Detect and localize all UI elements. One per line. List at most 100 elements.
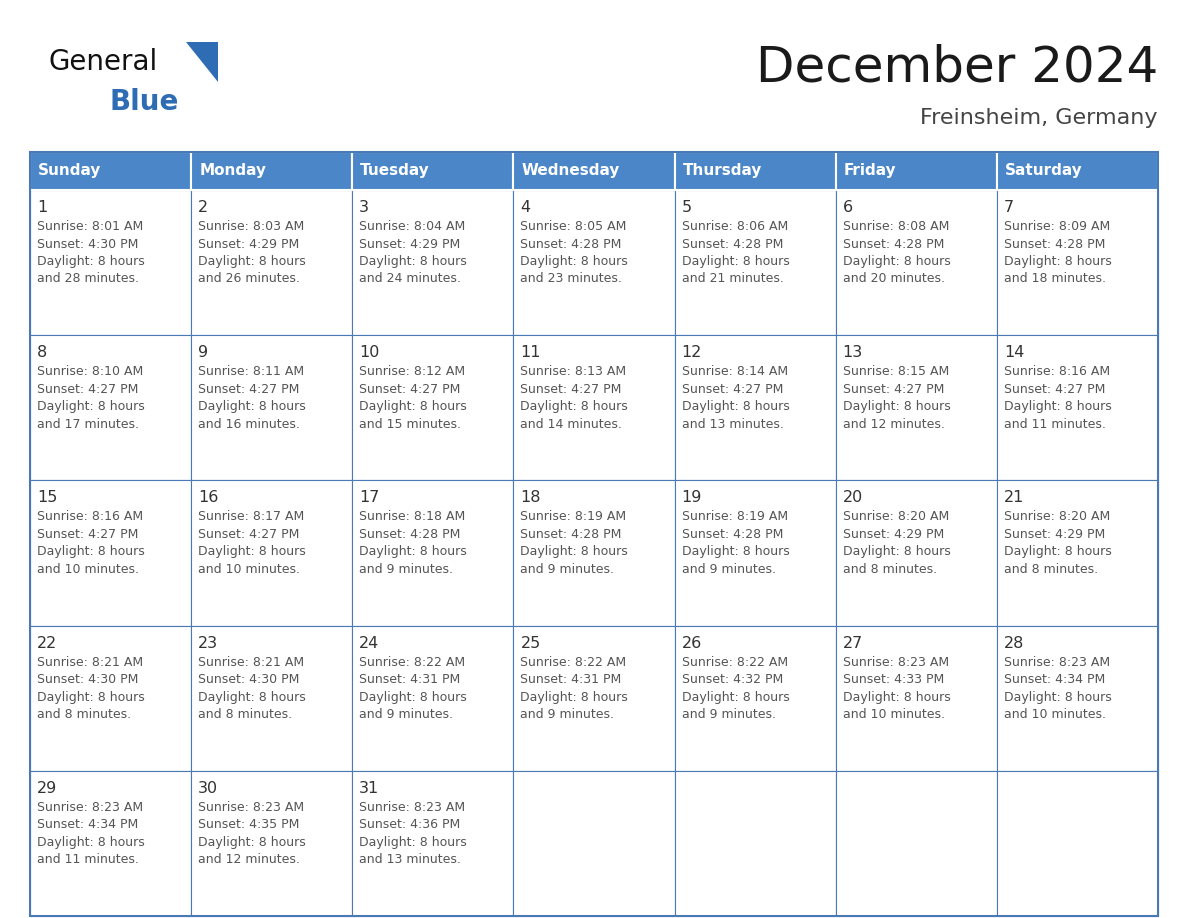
Bar bbox=[997, 335, 1158, 480]
Text: and 26 minutes.: and 26 minutes. bbox=[198, 273, 301, 285]
Text: 24: 24 bbox=[359, 635, 379, 651]
Text: Sunset: 4:29 PM: Sunset: 4:29 PM bbox=[842, 528, 944, 541]
Text: 3: 3 bbox=[359, 200, 369, 215]
Text: Sunset: 4:27 PM: Sunset: 4:27 PM bbox=[37, 383, 138, 396]
Text: and 14 minutes.: and 14 minutes. bbox=[520, 418, 623, 431]
Text: Daylight: 8 hours: Daylight: 8 hours bbox=[198, 835, 305, 849]
Text: Sunset: 4:27 PM: Sunset: 4:27 PM bbox=[198, 383, 299, 396]
Text: and 28 minutes.: and 28 minutes. bbox=[37, 273, 139, 285]
Text: 8: 8 bbox=[37, 345, 48, 360]
Bar bbox=[675, 625, 835, 771]
Bar bbox=[191, 480, 353, 625]
Text: Blue: Blue bbox=[110, 88, 179, 116]
Text: 28: 28 bbox=[1004, 635, 1024, 651]
Text: 14: 14 bbox=[1004, 345, 1024, 360]
Text: Sunday: Sunday bbox=[38, 163, 101, 178]
Text: Daylight: 8 hours: Daylight: 8 hours bbox=[198, 545, 305, 558]
Text: Sunset: 4:27 PM: Sunset: 4:27 PM bbox=[198, 528, 299, 541]
Text: and 9 minutes.: and 9 minutes. bbox=[682, 708, 776, 722]
Text: Sunset: 4:30 PM: Sunset: 4:30 PM bbox=[37, 673, 138, 686]
Bar bbox=[30, 625, 191, 771]
Text: Sunrise: 8:23 AM: Sunrise: 8:23 AM bbox=[37, 800, 143, 813]
Bar bbox=[675, 480, 835, 625]
Bar bbox=[30, 335, 191, 480]
Text: Sunset: 4:28 PM: Sunset: 4:28 PM bbox=[1004, 238, 1105, 251]
Bar bbox=[353, 771, 513, 916]
Text: Daylight: 8 hours: Daylight: 8 hours bbox=[359, 690, 467, 703]
Text: Sunrise: 8:16 AM: Sunrise: 8:16 AM bbox=[37, 510, 143, 523]
Text: Sunrise: 8:01 AM: Sunrise: 8:01 AM bbox=[37, 220, 144, 233]
Text: Sunrise: 8:03 AM: Sunrise: 8:03 AM bbox=[198, 220, 304, 233]
Text: and 8 minutes.: and 8 minutes. bbox=[198, 708, 292, 722]
Text: 20: 20 bbox=[842, 490, 862, 506]
Text: General: General bbox=[48, 48, 157, 76]
Text: Daylight: 8 hours: Daylight: 8 hours bbox=[842, 690, 950, 703]
Text: Daylight: 8 hours: Daylight: 8 hours bbox=[198, 255, 305, 268]
Text: and 21 minutes.: and 21 minutes. bbox=[682, 273, 783, 285]
Text: Saturday: Saturday bbox=[1005, 163, 1082, 178]
Text: Sunrise: 8:10 AM: Sunrise: 8:10 AM bbox=[37, 365, 144, 378]
Bar bbox=[353, 625, 513, 771]
Text: and 17 minutes.: and 17 minutes. bbox=[37, 418, 139, 431]
Text: Daylight: 8 hours: Daylight: 8 hours bbox=[520, 255, 628, 268]
Bar bbox=[191, 335, 353, 480]
Text: and 9 minutes.: and 9 minutes. bbox=[520, 563, 614, 576]
Bar bbox=[835, 335, 997, 480]
Text: Sunrise: 8:23 AM: Sunrise: 8:23 AM bbox=[359, 800, 466, 813]
Text: Sunset: 4:28 PM: Sunset: 4:28 PM bbox=[359, 528, 461, 541]
Text: Daylight: 8 hours: Daylight: 8 hours bbox=[682, 545, 789, 558]
Text: Sunrise: 8:21 AM: Sunrise: 8:21 AM bbox=[198, 655, 304, 668]
Bar bbox=[997, 152, 1158, 190]
Text: Sunset: 4:29 PM: Sunset: 4:29 PM bbox=[198, 238, 299, 251]
Text: and 11 minutes.: and 11 minutes. bbox=[1004, 418, 1106, 431]
Text: Sunset: 4:34 PM: Sunset: 4:34 PM bbox=[1004, 673, 1105, 686]
Text: Sunrise: 8:15 AM: Sunrise: 8:15 AM bbox=[842, 365, 949, 378]
Text: and 12 minutes.: and 12 minutes. bbox=[842, 418, 944, 431]
Bar bbox=[30, 190, 191, 335]
Text: 1: 1 bbox=[37, 200, 48, 215]
Text: Sunset: 4:27 PM: Sunset: 4:27 PM bbox=[520, 383, 621, 396]
Text: Sunrise: 8:12 AM: Sunrise: 8:12 AM bbox=[359, 365, 466, 378]
Text: and 8 minutes.: and 8 minutes. bbox=[1004, 563, 1098, 576]
Bar bbox=[997, 190, 1158, 335]
Text: Daylight: 8 hours: Daylight: 8 hours bbox=[198, 400, 305, 413]
Text: Sunrise: 8:04 AM: Sunrise: 8:04 AM bbox=[359, 220, 466, 233]
Text: Daylight: 8 hours: Daylight: 8 hours bbox=[682, 690, 789, 703]
Text: 11: 11 bbox=[520, 345, 541, 360]
Bar bbox=[30, 152, 1158, 916]
Text: Sunrise: 8:23 AM: Sunrise: 8:23 AM bbox=[198, 800, 304, 813]
Bar bbox=[513, 771, 675, 916]
Text: Sunrise: 8:18 AM: Sunrise: 8:18 AM bbox=[359, 510, 466, 523]
Text: Daylight: 8 hours: Daylight: 8 hours bbox=[359, 255, 467, 268]
Text: Daylight: 8 hours: Daylight: 8 hours bbox=[198, 690, 305, 703]
Text: Sunrise: 8:21 AM: Sunrise: 8:21 AM bbox=[37, 655, 143, 668]
Text: 26: 26 bbox=[682, 635, 702, 651]
Text: Sunset: 4:28 PM: Sunset: 4:28 PM bbox=[682, 528, 783, 541]
Bar bbox=[675, 190, 835, 335]
Text: and 9 minutes.: and 9 minutes. bbox=[359, 563, 454, 576]
Text: Sunrise: 8:08 AM: Sunrise: 8:08 AM bbox=[842, 220, 949, 233]
Text: and 20 minutes.: and 20 minutes. bbox=[842, 273, 944, 285]
Text: Daylight: 8 hours: Daylight: 8 hours bbox=[1004, 255, 1112, 268]
Text: Sunrise: 8:09 AM: Sunrise: 8:09 AM bbox=[1004, 220, 1110, 233]
Text: 27: 27 bbox=[842, 635, 862, 651]
Text: Daylight: 8 hours: Daylight: 8 hours bbox=[37, 835, 145, 849]
Text: 31: 31 bbox=[359, 781, 379, 796]
Bar bbox=[835, 190, 997, 335]
Text: and 13 minutes.: and 13 minutes. bbox=[359, 854, 461, 867]
Text: Sunrise: 8:19 AM: Sunrise: 8:19 AM bbox=[682, 510, 788, 523]
Text: and 8 minutes.: and 8 minutes. bbox=[842, 563, 937, 576]
Text: Tuesday: Tuesday bbox=[360, 163, 430, 178]
Text: and 23 minutes.: and 23 minutes. bbox=[520, 273, 623, 285]
Bar bbox=[997, 625, 1158, 771]
Text: Sunrise: 8:16 AM: Sunrise: 8:16 AM bbox=[1004, 365, 1110, 378]
Text: Sunset: 4:27 PM: Sunset: 4:27 PM bbox=[359, 383, 461, 396]
Text: Sunset: 4:28 PM: Sunset: 4:28 PM bbox=[682, 238, 783, 251]
Bar bbox=[191, 625, 353, 771]
Text: Sunset: 4:27 PM: Sunset: 4:27 PM bbox=[842, 383, 944, 396]
Bar bbox=[997, 771, 1158, 916]
Text: Monday: Monday bbox=[200, 163, 266, 178]
Bar bbox=[835, 480, 997, 625]
Text: and 24 minutes.: and 24 minutes. bbox=[359, 273, 461, 285]
Text: Daylight: 8 hours: Daylight: 8 hours bbox=[682, 255, 789, 268]
